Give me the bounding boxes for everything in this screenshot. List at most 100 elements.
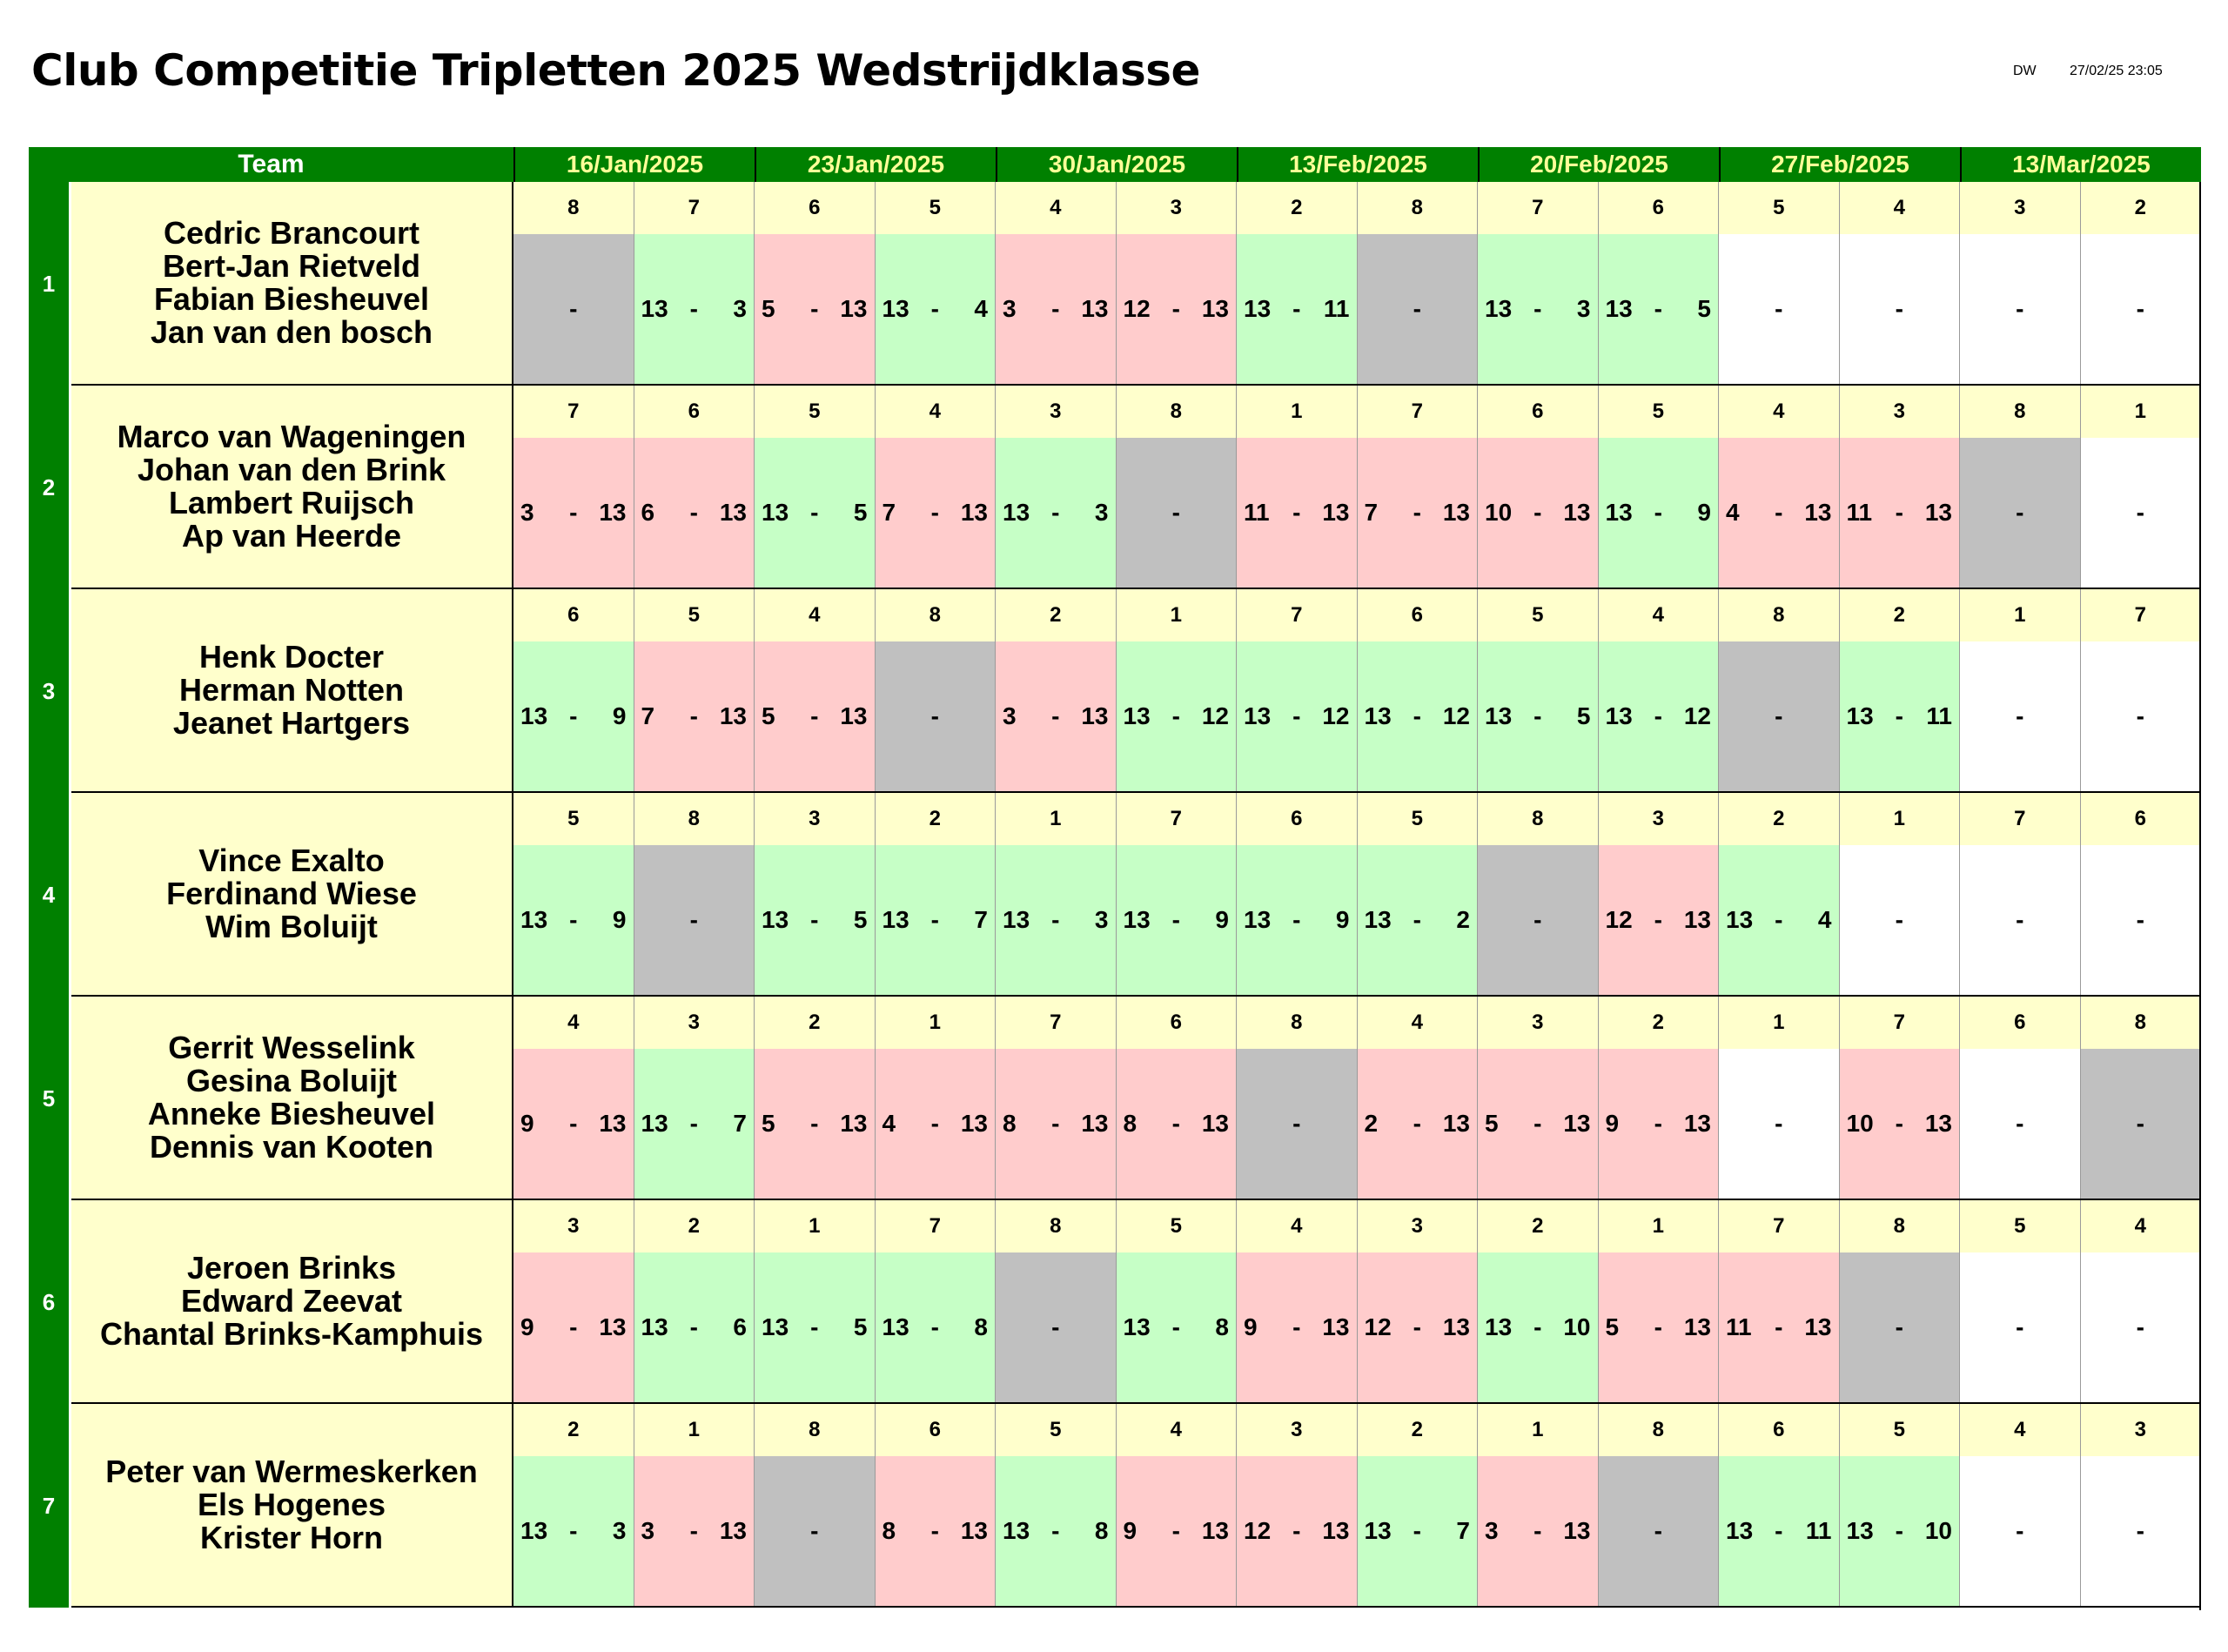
result-cell: -	[2080, 641, 2201, 791]
page-title: Club Competitie Tripletten 2025 Wedstrij…	[31, 45, 1200, 96]
opponent-number: 8	[634, 793, 755, 845]
score-opponent: 12	[1322, 702, 1350, 729]
score-own: 7	[641, 702, 655, 729]
score-separator: -	[2016, 295, 2024, 322]
score-opponent: 3	[1094, 906, 1109, 933]
result-cell: 10-13	[1839, 1049, 1960, 1199]
opponent-number: 5	[1719, 182, 1840, 234]
score-own: 5	[762, 702, 775, 729]
score-separator: -	[1654, 1110, 1662, 1137]
score-own: 13	[762, 499, 789, 526]
opponent-number: 1	[1116, 589, 1237, 641]
score-separator: -	[1051, 702, 1060, 729]
opponent-number: 6	[513, 589, 634, 641]
score-separator: -	[810, 702, 819, 729]
row-divider	[71, 588, 2201, 589]
score-separator: -	[1775, 1313, 1783, 1340]
score-own: 2	[1364, 1110, 1379, 1137]
score-own: 8	[882, 1517, 896, 1544]
score-own: 9	[520, 1313, 534, 1340]
result-cell: -	[875, 641, 996, 791]
opponent-number: 8	[1237, 997, 1358, 1049]
opponent-number: 4	[1237, 1200, 1358, 1252]
opponent-number: 7	[996, 997, 1117, 1049]
score-own: 13	[1605, 295, 1633, 322]
opponent-number: 4	[2080, 1200, 2201, 1252]
opponent-number: 4	[1357, 997, 1478, 1049]
score-separator: -	[1533, 499, 1542, 526]
score-separator: -	[689, 702, 698, 729]
score-separator: -	[1775, 1110, 1783, 1137]
result-cell: 13- 9	[513, 641, 634, 791]
score-separator: -	[2016, 1517, 2024, 1544]
score-separator: -	[689, 499, 698, 526]
opponent-number: 6	[1960, 997, 2081, 1049]
score-separator: -	[689, 1110, 698, 1137]
opponent-number: 4	[996, 182, 1117, 234]
score-opponent: 7	[1456, 1517, 1470, 1544]
score-own: 13	[882, 1313, 909, 1340]
score-opponent: 11	[1323, 295, 1350, 322]
table-right-border	[2199, 182, 2201, 1610]
score-opponent: 5	[853, 906, 868, 933]
result-cell: 13- 8	[875, 1252, 996, 1402]
score-opponent: 12	[1683, 702, 1711, 729]
opponent-number: 8	[1960, 386, 2081, 438]
author-initials: DW	[2013, 64, 2037, 78]
opponent-number: 6	[634, 386, 755, 438]
result-cell: -	[1598, 1456, 1719, 1606]
result-cell: 4 -13	[875, 1049, 996, 1199]
opponent-number: 4	[1719, 386, 1840, 438]
opponent-number: 2	[1839, 589, 1960, 641]
score-own: 5	[1605, 1313, 1620, 1340]
opponent-number: 3	[1237, 1404, 1358, 1456]
row-divider	[71, 1402, 2201, 1404]
score-own: 13	[1605, 499, 1633, 526]
score-own: 13	[1726, 906, 1754, 933]
score-opponent: 5	[1697, 295, 1711, 322]
opponent-number: 4	[755, 589, 876, 641]
result-cell: 8 -13	[996, 1049, 1117, 1199]
player-name: Vince Exalto	[198, 843, 385, 878]
opponent-number: 8	[875, 589, 996, 641]
score-own: 13	[1485, 1313, 1513, 1340]
opponent-number: 8	[513, 182, 634, 234]
result-cell: -	[2080, 1456, 2201, 1606]
result-cell: 8 -13	[1116, 1049, 1237, 1199]
result-cell: 13- 9	[1116, 845, 1237, 995]
opponent-number: 2	[634, 1200, 755, 1252]
score-own: 13	[1003, 499, 1030, 526]
result-cell: 3 -13	[996, 234, 1117, 384]
opponent-number: 3	[996, 386, 1117, 438]
result-cell: -	[1960, 438, 2081, 588]
score-own: 13	[641, 295, 668, 322]
opponent-number: 3	[1598, 793, 1719, 845]
row-divider	[71, 791, 2201, 793]
result-cell: -	[2080, 234, 2201, 384]
score-own: 13	[1244, 906, 1272, 933]
opponent-number: 6	[755, 182, 876, 234]
score-separator: -	[1171, 1313, 1180, 1340]
result-cell: 13-11	[1839, 641, 1960, 791]
score-own: 13	[520, 906, 548, 933]
score-own: 7	[1364, 499, 1379, 526]
score-opponent: 13	[719, 702, 747, 729]
result-cell: 9 -13	[1237, 1252, 1358, 1402]
score-separator: -	[1895, 1313, 1903, 1340]
score-separator: -	[1051, 1517, 1060, 1544]
score-opponent: 3	[733, 295, 747, 322]
score-separator: -	[1413, 1313, 1421, 1340]
opponent-number: 2	[2080, 182, 2201, 234]
opponent-number: 7	[1719, 1200, 1840, 1252]
score-separator: -	[1051, 906, 1060, 933]
player-name: Jan van den bosch	[150, 314, 433, 350]
score-own: 12	[1364, 1313, 1392, 1340]
opponent-number: 1	[634, 1404, 755, 1456]
score-opponent: 12	[1442, 702, 1470, 729]
result-cell: 13-11	[1719, 1456, 1840, 1606]
score-own: 9	[520, 1110, 534, 1137]
opponent-number: 1	[755, 1200, 876, 1252]
score-own: 3	[1485, 1517, 1499, 1544]
opponent-number: 3	[1960, 182, 2081, 234]
score-own: 13	[1003, 906, 1030, 933]
